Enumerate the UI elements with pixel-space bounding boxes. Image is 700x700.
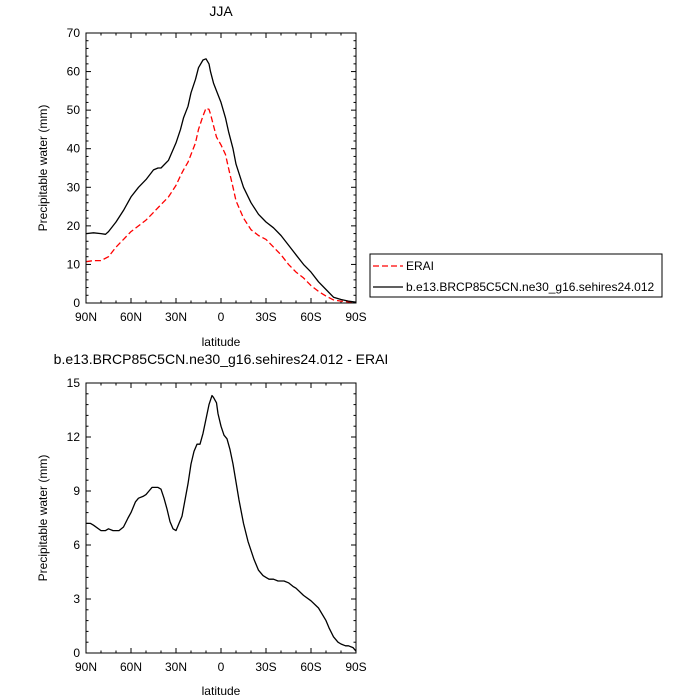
y-tick-label: 0 (73, 296, 80, 310)
y-tick-label: 30 (67, 180, 81, 194)
x-tick-label: 30S (255, 660, 276, 674)
y-tick-label: 70 (67, 26, 81, 40)
series-line-0-1 (85, 58, 357, 303)
y-tick-label: 6 (73, 538, 80, 552)
x-tick-label: 30N (165, 660, 187, 674)
legend-label-erai: ERAI (406, 259, 434, 273)
x-tick-label: 90N (75, 310, 97, 324)
top-panel-title: JJA (209, 3, 233, 19)
bottom-panel-frame (85, 382, 357, 654)
x-tick-label: 0 (218, 660, 225, 674)
x-tick-label: 0 (218, 310, 225, 324)
bottom-panel-ylabel: Precipitable water (mm) (36, 455, 50, 582)
series-line-1-0 (86, 394, 357, 652)
y-tick-label: 12 (67, 430, 81, 444)
bottom-panel-title: b.e13.BRCP85C5CN.ne30_g16.sehires24.012 … (54, 351, 389, 367)
x-tick-label: 60N (120, 310, 142, 324)
x-tick-label: 60N (120, 660, 142, 674)
x-tick-label: 30S (255, 310, 276, 324)
y-tick-label: 10 (67, 257, 81, 271)
legend: ERAI b.e13.BRCP85C5CN.ne30_g16.sehires24… (369, 253, 663, 298)
x-tick-label: 90N (75, 660, 97, 674)
bottom-panel-xlabel: latitude (202, 684, 241, 698)
y-tick-label: 9 (73, 484, 80, 498)
y-tick-label: 3 (73, 592, 80, 606)
top-panel-series (85, 58, 357, 303)
top-panel: JJA 90N 60N 30N 0 30S 60S 90S 0 10 20 30 40 50 60 70 l… (36, 3, 367, 349)
bottom-panel-series (86, 394, 357, 652)
legend-label-model: b.e13.BRCP85C5CN.ne30_g16.sehires24.012 (406, 280, 654, 294)
bottom-panel: b.e13.BRCP85C5CN.ne30_g16.sehires24.012 … (36, 351, 388, 698)
y-tick-label: 0 (73, 646, 80, 660)
x-tick-label: 30N (165, 310, 187, 324)
series-line-0-0 (85, 107, 357, 303)
y-tick-label: 60 (67, 65, 81, 79)
y-tick-label: 20 (67, 219, 81, 233)
y-tick-label: 40 (67, 142, 81, 156)
y-tick-label: 50 (67, 103, 81, 117)
top-panel-frame (85, 32, 357, 304)
x-tick-label: 60S (300, 310, 321, 324)
top-panel-xlabel: latitude (202, 335, 241, 349)
x-tick-label: 90S (345, 310, 366, 324)
legend-box (369, 253, 663, 298)
x-tick-label: 60S (300, 660, 321, 674)
y-tick-label: 15 (67, 376, 81, 390)
x-tick-label: 90S (345, 660, 366, 674)
top-panel-ylabel: Precipitable water (mm) (36, 105, 50, 232)
